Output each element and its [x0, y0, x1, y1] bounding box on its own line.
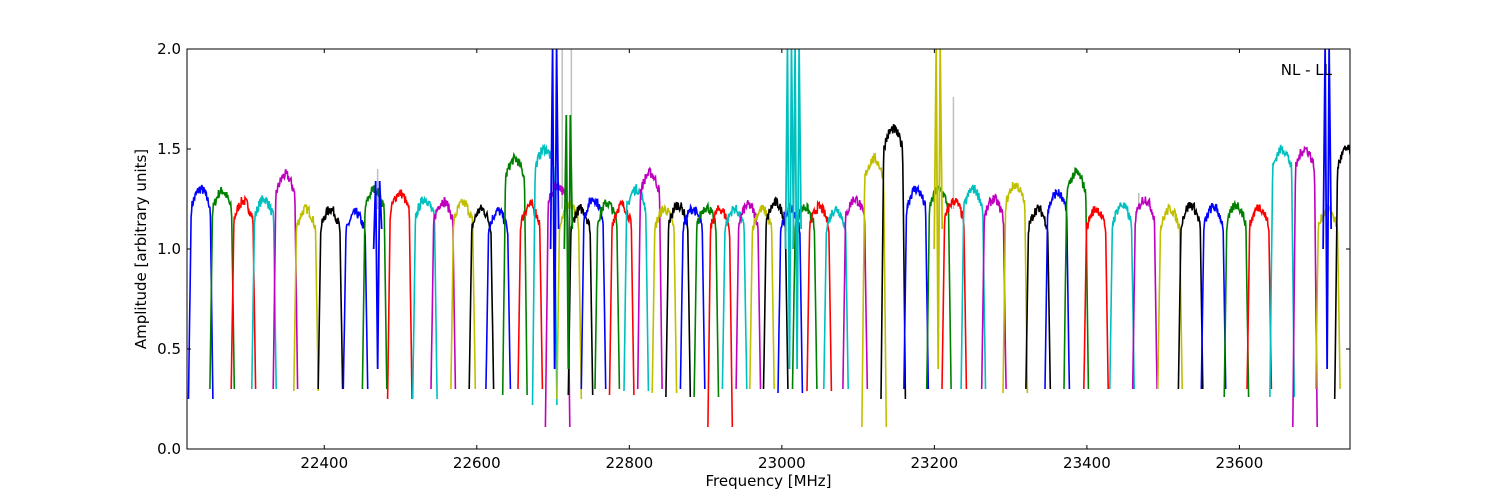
series-band-line	[1109, 202, 1135, 390]
series-band-line	[1002, 181, 1029, 394]
series-band-line	[823, 205, 849, 390]
series-band-line	[1044, 188, 1071, 390]
series-band-line	[501, 151, 528, 396]
series-band-line	[1223, 199, 1250, 398]
series-band-line	[721, 204, 748, 390]
series-band-line	[608, 199, 635, 396]
series-band-line	[980, 193, 1007, 390]
series-band-line	[1292, 145, 1318, 428]
series-band-line	[209, 186, 236, 390]
series-band-line	[293, 204, 319, 392]
series-band-line	[707, 205, 734, 428]
x-tick-label: 23200	[911, 454, 959, 472]
y-tick-label: 2.0	[157, 40, 181, 58]
ticks: 22400 22600 22800 23000 23200 23400 23600 0.0 0.…	[157, 40, 1350, 472]
series-spike	[1322, 49, 1333, 370]
series-band-line	[903, 184, 930, 390]
series-band-line	[386, 189, 413, 400]
series-band-line	[651, 203, 678, 394]
series-band-line	[1025, 204, 1052, 390]
series-band-line	[430, 197, 457, 390]
series-band-line	[580, 197, 607, 390]
series-band-line	[623, 184, 650, 392]
series-band-line	[342, 207, 369, 390]
series-band-line	[594, 199, 621, 390]
chart-annotation: NL - LL	[1281, 61, 1333, 79]
series-band-line	[636, 166, 663, 390]
series-band-line	[1177, 201, 1204, 390]
x-tick-label: 23000	[758, 454, 806, 472]
series-band-line	[411, 195, 438, 400]
series-band-line	[842, 194, 869, 390]
series-spike	[792, 49, 802, 370]
series-band-line	[749, 204, 775, 390]
series-band-line	[960, 184, 987, 390]
x-axis-label: Frequency [MHz]	[705, 472, 831, 490]
series-band-line	[272, 169, 299, 390]
series-band-line	[861, 152, 888, 428]
series-spike	[372, 180, 383, 370]
x-tick-label: 23600	[1216, 454, 1264, 472]
y-tick-label: 1.5	[157, 140, 181, 158]
series-spike	[549, 49, 560, 370]
x-tick-label: 22800	[605, 454, 653, 472]
series-band-line	[450, 198, 477, 390]
series-spike	[784, 49, 795, 370]
series-band-line	[1269, 144, 1296, 398]
series-spike	[563, 114, 574, 370]
series-band-line	[735, 200, 762, 390]
series-band-line	[806, 199, 833, 392]
series-band-line	[941, 197, 968, 390]
y-tick-label: 0.5	[157, 340, 181, 358]
series-band-line	[880, 124, 907, 400]
series-band-line	[251, 195, 277, 390]
series-band-line	[1200, 202, 1227, 390]
y-tick-label: 1.0	[157, 240, 181, 258]
x-tick-label: 22400	[300, 454, 348, 472]
series-band-line	[485, 206, 512, 390]
series-band-line	[517, 198, 544, 390]
series-band-line	[1131, 196, 1158, 390]
series-band-line	[1157, 203, 1183, 390]
series-band-line	[679, 203, 706, 390]
x-tick-label: 23400	[1063, 454, 1111, 472]
y-tick-label: 0.0	[157, 440, 181, 458]
series-band-line	[187, 184, 214, 400]
x-tick-label: 22600	[453, 454, 501, 472]
plot-area	[187, 49, 1350, 428]
series-band-line	[1063, 166, 1090, 390]
series-band-line	[1083, 206, 1109, 390]
series-band-line	[317, 206, 344, 390]
series-band-line	[230, 194, 257, 390]
y-axis-label: Amplitude [arbitrary units]	[132, 149, 150, 349]
series-band-line	[1246, 204, 1273, 390]
series-spike	[933, 49, 944, 370]
